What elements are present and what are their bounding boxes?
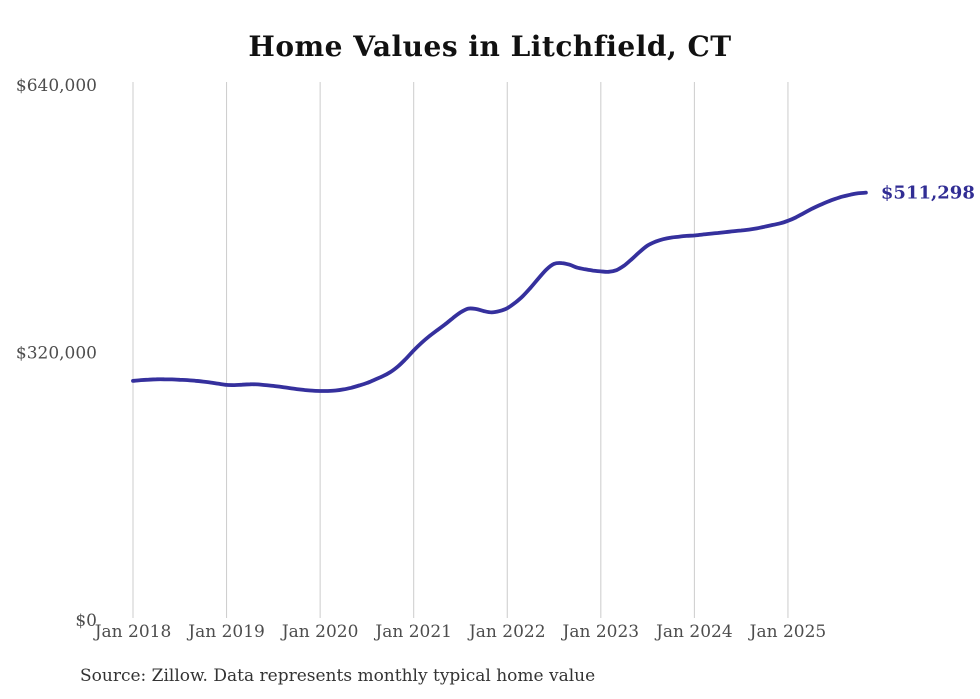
x-tick-label: Jan 2019 <box>186 622 265 642</box>
y-tick-label: $640,000 <box>16 76 97 96</box>
current-value-label: $511,298 <box>881 183 975 204</box>
x-tick-label: Jan 2024 <box>654 622 733 642</box>
y-tick-label: $320,000 <box>16 344 97 364</box>
x-tick-label: Jan 2023 <box>561 622 640 642</box>
x-tick-label: Jan 2025 <box>748 622 827 642</box>
x-tick-label: Jan 2018 <box>93 622 172 642</box>
home-values-line-chart: Jan 2018 Jan 2019 Jan 2020 Jan 2021 Jan 2022… <box>16 76 975 642</box>
value-line <box>131 190 868 393</box>
x-tick-label: Jan 2021 <box>373 622 452 642</box>
y-tick-label: $0 <box>75 611 97 631</box>
x-tick-label: Jan 2022 <box>467 622 546 642</box>
chart-title: Home Values in Litchfield, CT <box>248 30 732 63</box>
x-tick-label: Jan 2020 <box>280 622 359 642</box>
source-note: Source: Zillow. Data represents monthly … <box>80 666 596 686</box>
